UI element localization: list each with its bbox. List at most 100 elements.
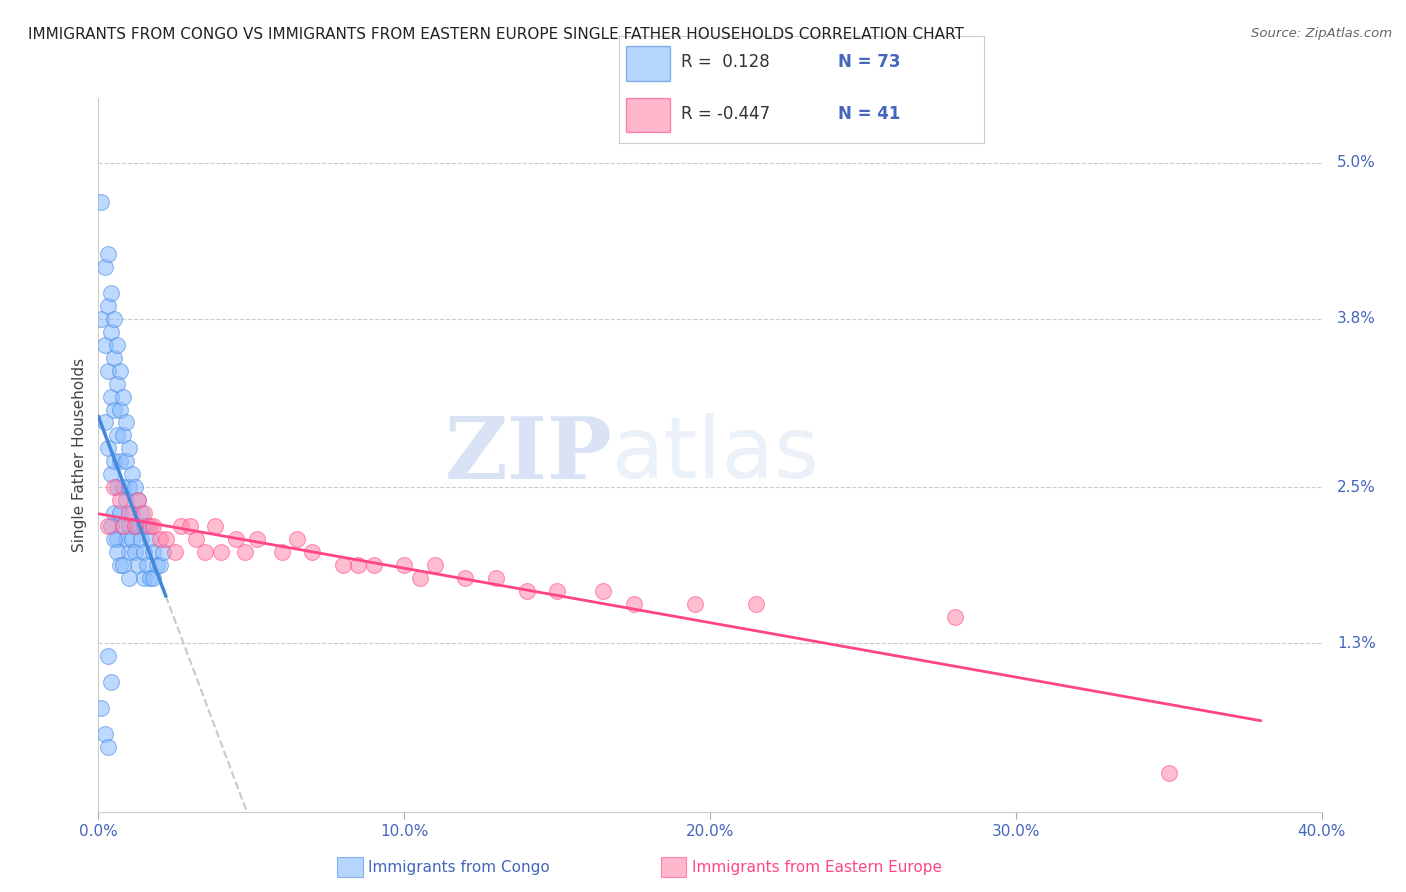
Point: [124, 480, 146, 494]
Point: [118, 480, 141, 494]
Point: [111, 428, 134, 442]
Point: [103, 506, 125, 520]
Point: [139, 533, 162, 547]
Point: [100, 519, 122, 533]
Point: [105, 545, 128, 559]
Y-axis label: Single Father Households: Single Father Households: [72, 358, 87, 552]
Point: [392, 558, 416, 573]
Point: [194, 545, 217, 559]
Point: [100, 285, 122, 300]
Point: [111, 558, 134, 573]
Point: [115, 493, 138, 508]
Point: [127, 519, 149, 533]
Point: [100, 675, 122, 690]
Point: [408, 571, 430, 585]
Point: [152, 545, 174, 559]
Point: [332, 558, 354, 573]
Point: [485, 571, 508, 585]
Point: [97, 363, 120, 377]
Point: [592, 584, 614, 599]
Point: [683, 597, 706, 611]
Point: [103, 533, 125, 547]
Point: [121, 533, 143, 547]
Point: [100, 390, 122, 404]
Point: [546, 584, 568, 599]
Text: 5.0%: 5.0%: [1337, 155, 1375, 170]
Point: [129, 533, 152, 547]
Text: 2.5%: 2.5%: [1337, 480, 1375, 495]
Point: [163, 545, 186, 559]
Point: [108, 493, 131, 508]
Point: [134, 545, 156, 559]
Point: [118, 545, 141, 559]
Point: [108, 402, 131, 417]
Point: [93, 260, 115, 274]
Point: [155, 533, 177, 547]
Point: [103, 454, 125, 468]
Point: [108, 506, 131, 520]
Point: [134, 571, 156, 585]
Point: [127, 493, 149, 508]
Point: [142, 571, 165, 585]
Point: [363, 558, 385, 573]
Point: [270, 545, 292, 559]
Point: [423, 558, 446, 573]
Point: [127, 493, 149, 508]
Point: [115, 416, 138, 430]
Point: [233, 545, 256, 559]
Point: [149, 533, 172, 547]
Point: [1157, 765, 1180, 780]
Text: atlas: atlas: [612, 413, 820, 497]
Text: 1.3%: 1.3%: [1337, 636, 1376, 650]
Point: [118, 442, 141, 456]
Point: [100, 467, 122, 482]
Text: N = 41: N = 41: [838, 105, 900, 123]
Point: [93, 337, 115, 351]
Point: [347, 558, 370, 573]
Point: [103, 402, 125, 417]
Point: [136, 558, 159, 573]
Point: [111, 390, 134, 404]
Point: [121, 467, 143, 482]
Point: [623, 597, 645, 611]
Point: [124, 519, 146, 533]
Point: [301, 545, 323, 559]
FancyBboxPatch shape: [626, 98, 669, 132]
Point: [142, 545, 165, 559]
Point: [97, 442, 120, 456]
Point: [90, 311, 112, 326]
Text: IMMIGRANTS FROM CONGO VS IMMIGRANTS FROM EASTERN EUROPE SINGLE FATHER HOUSEHOLDS: IMMIGRANTS FROM CONGO VS IMMIGRANTS FROM…: [28, 27, 965, 42]
Point: [108, 558, 131, 573]
Text: Immigrants from Eastern Europe: Immigrants from Eastern Europe: [692, 860, 942, 874]
Point: [108, 454, 131, 468]
Point: [134, 519, 156, 533]
Point: [115, 454, 138, 468]
Point: [97, 739, 120, 754]
Point: [745, 597, 768, 611]
Point: [93, 416, 115, 430]
Point: [97, 299, 120, 313]
Text: Immigrants from Congo: Immigrants from Congo: [368, 860, 550, 874]
Point: [103, 351, 125, 365]
Point: [111, 519, 134, 533]
Point: [105, 480, 128, 494]
Point: [100, 325, 122, 339]
Point: [134, 506, 156, 520]
Point: [90, 194, 112, 209]
Point: [246, 533, 269, 547]
Text: Source: ZipAtlas.com: Source: ZipAtlas.com: [1251, 27, 1392, 40]
Point: [121, 506, 143, 520]
Point: [97, 648, 120, 663]
Point: [145, 558, 167, 573]
Point: [209, 545, 232, 559]
Point: [139, 519, 162, 533]
Point: [105, 533, 128, 547]
Point: [118, 506, 141, 520]
Point: [111, 519, 134, 533]
Point: [97, 247, 120, 261]
Point: [516, 584, 538, 599]
Point: [124, 519, 146, 533]
Text: R = -0.447: R = -0.447: [681, 105, 770, 123]
Point: [149, 558, 172, 573]
Point: [105, 428, 128, 442]
